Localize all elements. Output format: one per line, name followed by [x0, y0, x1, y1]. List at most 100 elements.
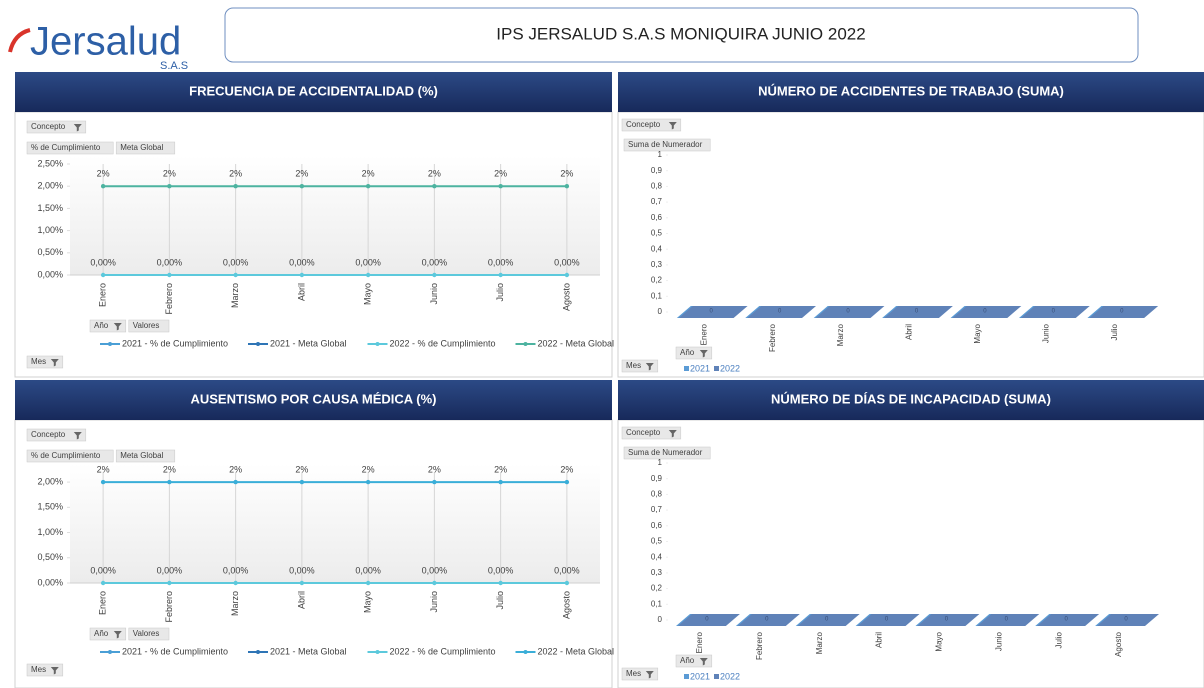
data-label: 0,00% — [90, 257, 116, 267]
x-tick-label: Julio — [1054, 631, 1063, 648]
y-tick-label: 0,3 — [651, 568, 663, 577]
bar — [884, 306, 953, 318]
point — [498, 272, 503, 278]
data-label: 0 — [1065, 617, 1069, 623]
point — [100, 272, 106, 278]
point — [299, 272, 305, 278]
data-label: 0,00% — [422, 257, 448, 267]
x-tick-label: Febrero — [755, 631, 764, 660]
field-button-label: % de Cumplimiento — [31, 451, 101, 460]
legend-label: 2022 - % de Cumplimiento — [390, 338, 496, 348]
y-tick-label: 0,9 — [651, 474, 663, 483]
data-label: 0 — [846, 309, 850, 315]
data-label: 0,00% — [422, 565, 448, 575]
field-button-label: % de Cumplimiento — [31, 143, 101, 152]
data-label: 2% — [494, 464, 507, 474]
bar — [857, 614, 920, 626]
y-tick-label: 2,00% — [37, 476, 63, 486]
y-tick-label: 1 — [658, 150, 663, 159]
y-tick-label: 0,4 — [651, 552, 663, 561]
x-tick-label: Enero — [98, 283, 108, 307]
legend-label: 2022 — [720, 363, 740, 373]
field-button-label: Mes — [626, 361, 641, 370]
point — [432, 479, 437, 485]
legend-label: 2021 — [690, 363, 710, 373]
panel-title: NÚMERO DE ACCIDENTES DE TRABAJO (SUMA) — [758, 83, 1064, 98]
data-label: 2% — [163, 169, 176, 179]
field-button-label: Mes — [31, 357, 46, 366]
field-button-label: Valores — [133, 629, 160, 638]
x-tick-label: Agosto — [1114, 631, 1123, 656]
point — [233, 580, 238, 586]
x-tick-label: Junio — [994, 631, 1003, 651]
page-title: IPS JERSALUD S.A.S MONIQUIRA JUNIO 2022 — [496, 24, 865, 43]
y-tick-label: 0,5 — [651, 537, 663, 546]
bar — [1037, 614, 1100, 626]
panel-title-bar — [618, 380, 1204, 420]
bar — [1089, 306, 1159, 318]
data-label: 2% — [229, 169, 242, 179]
legend-label: 2022 — [720, 671, 740, 681]
bar — [1020, 306, 1090, 318]
bar — [977, 614, 1040, 626]
point — [233, 272, 238, 278]
x-tick-label: Enero — [695, 631, 704, 653]
y-tick-label: 1,50% — [37, 203, 63, 213]
x-tick-label: Junio — [1041, 323, 1050, 343]
field-button — [128, 627, 170, 641]
point — [564, 272, 570, 278]
field-button-label: Año — [94, 629, 109, 638]
y-tick-label: 2,50% — [37, 158, 63, 168]
data-label: 2% — [295, 169, 308, 179]
plot-area — [70, 156, 600, 275]
panel — [617, 111, 1204, 378]
x-tick-label: Mayo — [973, 323, 982, 343]
x-tick-label: Marzo — [836, 323, 845, 346]
filter-icon — [113, 631, 122, 639]
field-button-label: Meta Global — [120, 143, 163, 152]
filter-icon — [645, 363, 654, 371]
y-tick-label: 0,8 — [651, 490, 663, 499]
data-label: 2% — [97, 169, 110, 179]
data-label: 0,00% — [355, 257, 381, 267]
field-button — [623, 138, 711, 152]
y-tick-label: 0 — [658, 307, 663, 316]
y-tick-label: 1,00% — [37, 527, 63, 537]
x-tick-label: Enero — [98, 591, 108, 615]
legend-label: 2021 — [690, 671, 710, 681]
point — [365, 580, 371, 586]
x-tick-label: Abril — [296, 283, 306, 301]
field-button — [115, 141, 176, 155]
y-tick-label: 0,7 — [651, 505, 663, 514]
y-tick-label: 0,1 — [651, 291, 663, 300]
point — [365, 479, 371, 485]
bar — [747, 306, 817, 318]
field-button-label: Concepto — [31, 122, 66, 131]
legend-label: 2022 - Meta Global — [538, 646, 615, 656]
point — [498, 580, 503, 586]
x-tick-label: Marzo — [230, 283, 240, 308]
point — [432, 580, 437, 586]
legend-swatch — [684, 674, 689, 679]
x-tick-label: Agosto — [561, 591, 571, 619]
x-tick-label: Enero — [699, 323, 708, 345]
legend-dot — [108, 342, 112, 346]
legend-label: 2022 - Meta Global — [538, 338, 615, 348]
data-label: 0,00% — [223, 565, 249, 575]
x-tick-label: Marzo — [815, 631, 824, 654]
x-tick-label: Abril — [905, 324, 914, 340]
data-label: 0,00% — [157, 257, 183, 267]
x-tick-label: Junio — [429, 591, 439, 613]
legend-label: 2021 - % de Cumplimiento — [122, 646, 228, 656]
filter-icon — [73, 432, 82, 440]
data-label: 0 — [710, 309, 714, 315]
panel — [617, 419, 1204, 688]
point — [498, 184, 503, 189]
plot-area — [70, 464, 600, 583]
point — [498, 479, 503, 485]
legend-swatch — [714, 674, 719, 679]
legend-swatch — [714, 366, 719, 371]
x-tick-label: Mayo — [363, 283, 373, 305]
data-label: 2% — [229, 464, 242, 474]
